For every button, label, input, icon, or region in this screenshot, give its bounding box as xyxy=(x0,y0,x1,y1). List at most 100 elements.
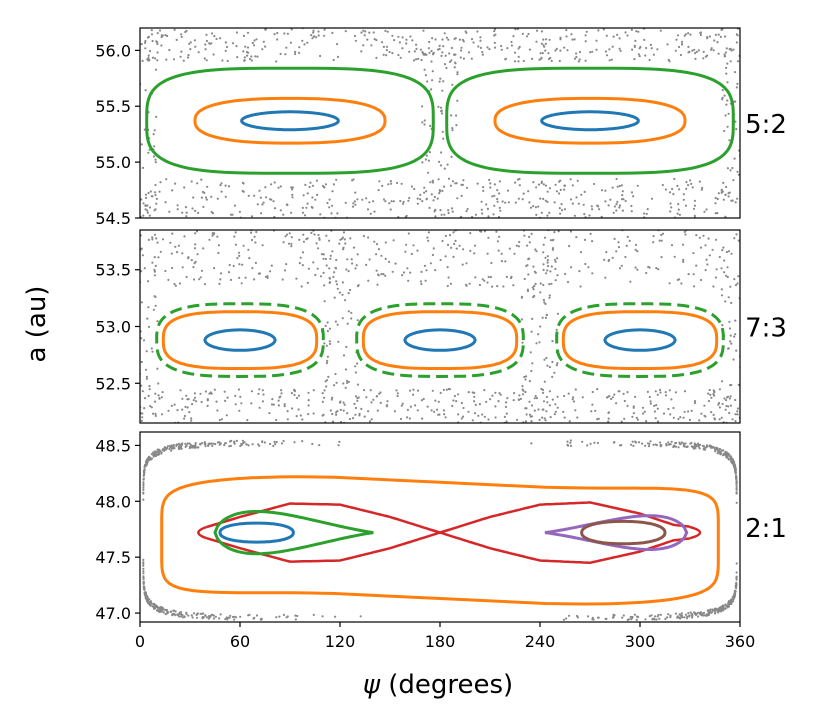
scatter-point xyxy=(720,267,723,270)
scatter-point xyxy=(148,456,151,459)
scatter-point xyxy=(423,186,426,189)
scatter-point xyxy=(161,238,165,241)
scatter-point xyxy=(178,615,181,618)
scatter-point xyxy=(472,41,475,44)
scatter-point xyxy=(671,187,674,191)
scatter-point xyxy=(184,442,187,445)
scatter-point xyxy=(142,572,145,575)
scatter-point xyxy=(145,196,148,199)
scatter-point xyxy=(647,445,651,448)
scatter-point xyxy=(140,247,143,250)
scatter-point xyxy=(243,59,246,62)
scatter-point xyxy=(377,189,380,192)
scatter-point xyxy=(170,252,173,255)
scatter-point xyxy=(154,57,157,60)
scatter-point xyxy=(656,407,659,410)
scatter-point xyxy=(354,39,357,42)
scatter-point xyxy=(425,154,428,157)
x-axis-unit: (degrees) xyxy=(380,670,513,700)
scatter-point xyxy=(705,613,708,616)
scatter-point xyxy=(152,607,156,610)
scatter-point xyxy=(366,38,369,41)
scatter-point xyxy=(355,264,358,267)
scatter-point xyxy=(273,33,276,36)
scatter-point xyxy=(453,66,456,69)
scatter-point xyxy=(731,166,734,170)
scatter-point xyxy=(332,183,335,186)
scatter-point xyxy=(391,34,394,37)
scatter-point xyxy=(205,616,209,619)
scatter-point xyxy=(302,240,305,243)
scatter-point xyxy=(703,614,706,617)
scatter-point xyxy=(240,402,243,405)
scatter-point xyxy=(153,256,156,259)
scatter-point xyxy=(528,257,531,260)
scatter-point xyxy=(335,381,338,384)
scatter-point xyxy=(262,393,265,396)
scatter-point xyxy=(274,443,277,446)
scatter-point xyxy=(443,213,446,216)
scatter-point xyxy=(729,455,732,458)
scatter-point xyxy=(488,48,491,51)
scatter-point xyxy=(145,377,148,380)
scatter-point xyxy=(679,416,682,419)
scatter-point xyxy=(543,236,547,239)
scatter-point xyxy=(559,188,562,191)
scatter-point xyxy=(147,394,150,397)
scatter-point xyxy=(532,265,535,268)
scatter-point xyxy=(690,616,694,619)
scatter-point xyxy=(476,182,479,185)
scatter-point xyxy=(261,48,264,51)
scatter-point xyxy=(151,236,154,239)
scatter-point xyxy=(150,406,153,409)
scatter-point xyxy=(298,238,301,241)
scatter-point xyxy=(445,36,448,39)
scatter-point xyxy=(533,397,536,400)
scatter-point xyxy=(345,345,348,349)
scatter-point xyxy=(730,49,733,52)
scatter-point xyxy=(730,458,733,461)
orbit-curve xyxy=(361,310,519,370)
scatter-point xyxy=(319,54,322,58)
scatter-point xyxy=(427,239,430,242)
scatter-point xyxy=(667,407,670,411)
scatter-point xyxy=(756,391,758,393)
scatter-point xyxy=(559,212,562,215)
scatter-point xyxy=(534,394,537,398)
scatter-point xyxy=(541,391,545,394)
scatter-point xyxy=(453,242,456,245)
scatter-point xyxy=(305,206,308,209)
scatter-point xyxy=(153,270,156,273)
scatter-point xyxy=(573,38,576,41)
scatter-point xyxy=(224,41,227,44)
y-tick-label: 54.5 xyxy=(95,209,131,228)
scatter-point xyxy=(158,397,161,400)
scatter-point xyxy=(342,382,345,385)
plot-area-2 xyxy=(142,439,738,622)
scatter-point xyxy=(328,267,331,270)
scatter-point xyxy=(488,178,491,181)
scatter-point xyxy=(555,328,558,331)
scatter-point xyxy=(379,391,382,394)
scatter-point xyxy=(271,398,274,401)
scatter-point xyxy=(157,256,160,259)
scatter-point xyxy=(720,28,723,31)
scatter-point xyxy=(730,383,733,387)
scatter-point xyxy=(286,32,289,35)
scatter-point xyxy=(729,285,732,288)
scatter-point xyxy=(685,187,688,190)
scatter-point xyxy=(631,440,634,443)
scatter-point xyxy=(535,40,538,43)
scatter-point xyxy=(318,444,321,447)
y-tick-label: 47.5 xyxy=(95,548,131,567)
scatter-point xyxy=(132,64,134,66)
scatter-point xyxy=(194,260,197,263)
scatter-point xyxy=(423,123,426,126)
scatter-point xyxy=(441,38,444,41)
scatter-point xyxy=(707,392,710,395)
scatter-point xyxy=(205,39,208,43)
scatter-point xyxy=(724,408,727,411)
scatter-point xyxy=(196,182,199,185)
scatter-point xyxy=(440,213,443,216)
scatter-point xyxy=(735,578,738,581)
